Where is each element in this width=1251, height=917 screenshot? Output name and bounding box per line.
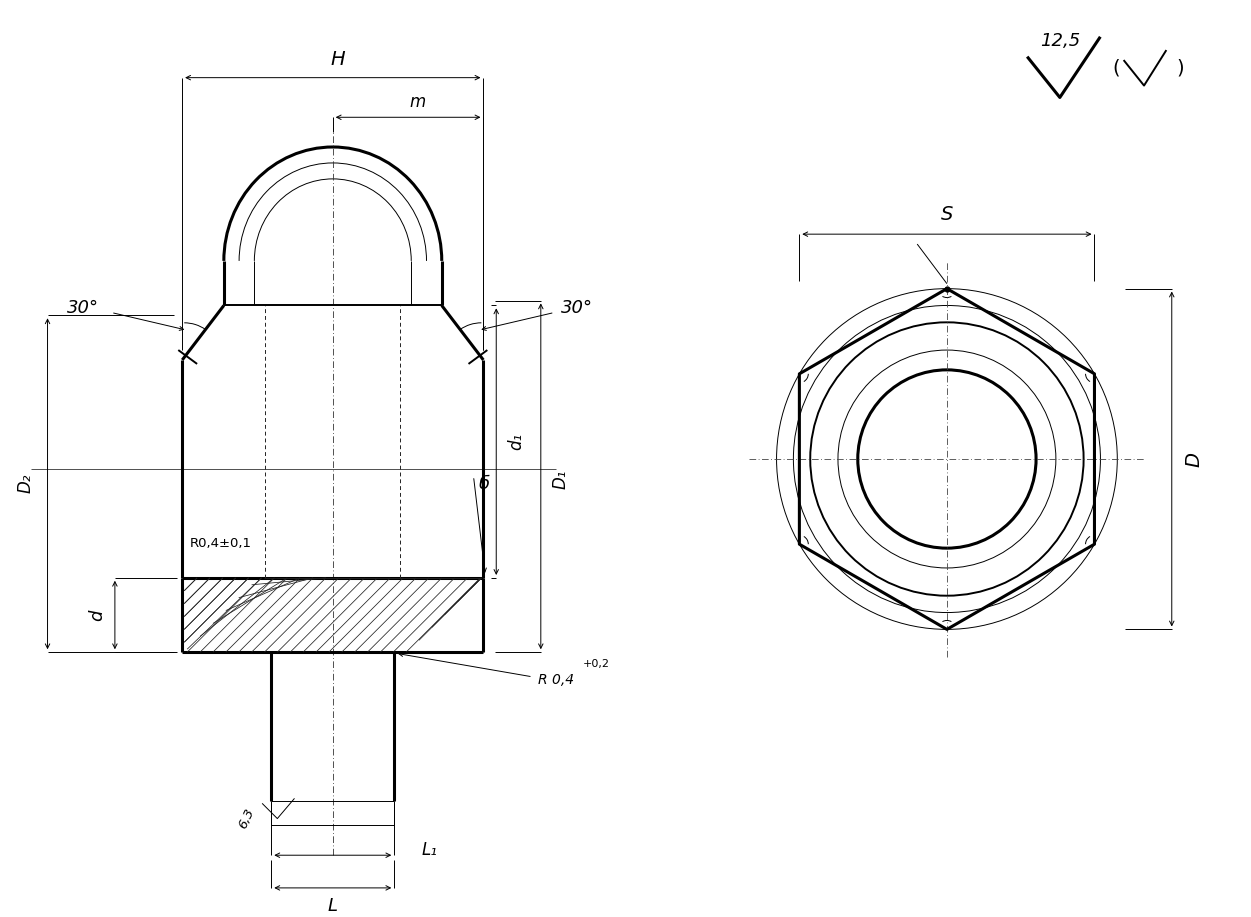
Text: D₁: D₁ (552, 470, 569, 489)
Text: m: m (410, 94, 427, 112)
Text: d₁: d₁ (507, 433, 525, 450)
Text: R0,4±0,1: R0,4±0,1 (190, 536, 253, 549)
Text: +0,2: +0,2 (583, 659, 609, 669)
Text: (: ( (1112, 59, 1120, 77)
Text: d: d (88, 609, 106, 621)
Text: S: S (941, 204, 953, 224)
Text: 30°: 30° (68, 300, 99, 317)
Text: 6,3: 6,3 (236, 806, 256, 831)
Text: L₁: L₁ (422, 841, 438, 859)
Text: D: D (1183, 451, 1203, 467)
Text: D₂: D₂ (16, 474, 35, 493)
Text: ): ) (1177, 59, 1185, 77)
Text: R 0,4: R 0,4 (538, 673, 574, 687)
Text: L: L (328, 897, 338, 915)
Text: H: H (330, 50, 345, 70)
Text: б: б (478, 475, 489, 492)
Text: 30°: 30° (562, 300, 593, 317)
Text: 12,5: 12,5 (1040, 32, 1080, 50)
